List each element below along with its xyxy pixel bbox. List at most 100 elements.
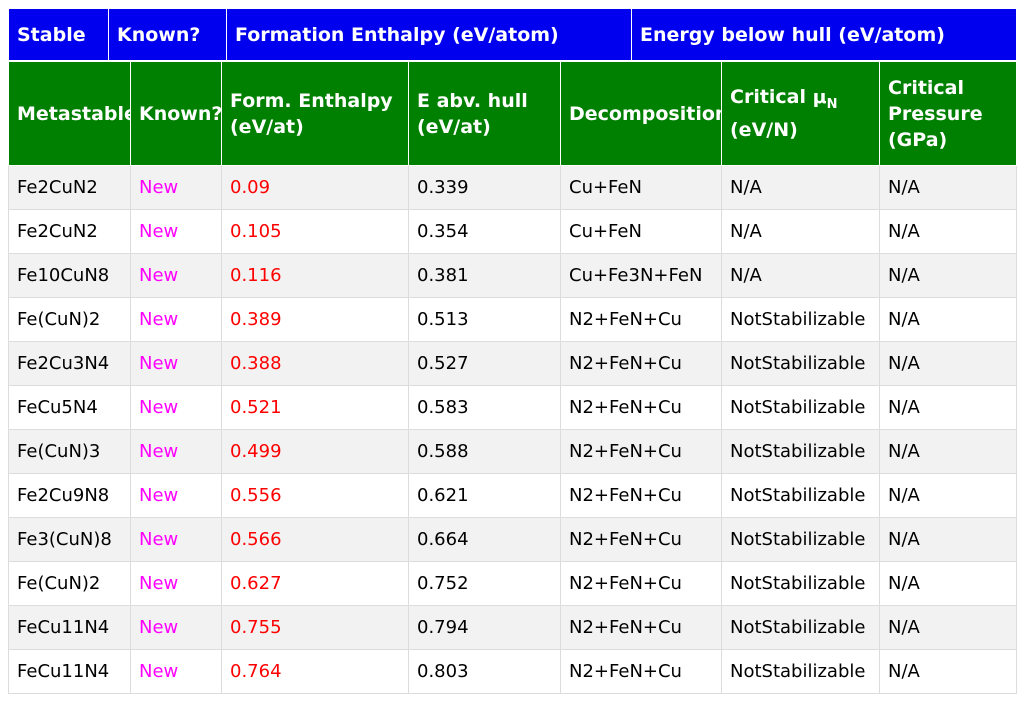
enthalpy-cell: 0.389	[221, 297, 409, 342]
materials-tables: Stable Known? Formation Enthalpy (eV/ato…	[8, 8, 1017, 694]
critical-mu-header-unit: (eV/N)	[730, 119, 798, 142]
known-cell: New	[130, 473, 222, 518]
decomposition-cell: N2+FeN+Cu	[560, 429, 722, 474]
hull-cell: 0.752	[408, 561, 561, 606]
e-abv-hull-header-line2: (eV/at)	[417, 115, 491, 138]
enthalpy-cell: 0.388	[221, 341, 409, 386]
hull-cell: 0.339	[408, 165, 561, 210]
hull-cell: 0.794	[408, 605, 561, 650]
hull-cell: 0.803	[408, 649, 561, 694]
e-abv-hull-column-header: E abv. hull (eV/at)	[408, 61, 561, 166]
table-row: Fe(CuN)2 New 0.389 0.513 N2+FeN+Cu NotSt…	[8, 297, 1017, 342]
stable-column-header: Stable	[8, 8, 109, 61]
critical-mu-column-header: Critical μN (eV/N)	[721, 61, 880, 166]
table-row: Fe10CuN8 New 0.116 0.381 Cu+Fe3N+FeN N/A…	[8, 253, 1017, 298]
decomposition-cell: N2+FeN+Cu	[560, 561, 722, 606]
table-row: Fe2Cu9N8 New 0.556 0.621 N2+FeN+Cu NotSt…	[8, 473, 1017, 518]
energy-below-hull-column-header: Energy below hull (eV/atom)	[631, 8, 1017, 61]
critical-pressure-cell: N/A	[879, 649, 1017, 694]
hull-cell: 0.381	[408, 253, 561, 298]
known-cell: New	[130, 429, 222, 474]
table-row: Fe2Cu3N4 New 0.388 0.527 N2+FeN+Cu NotSt…	[8, 341, 1017, 386]
stable-header-row: Stable Known? Formation Enthalpy (eV/ato…	[8, 8, 1017, 61]
critical-pressure-cell: N/A	[879, 385, 1017, 430]
known-cell: New	[130, 385, 222, 430]
formation-enthalpy-column-header: Formation Enthalpy (eV/atom)	[226, 8, 632, 61]
table-row: Fe(CuN)3 New 0.499 0.588 N2+FeN+Cu NotSt…	[8, 429, 1017, 474]
critical-pressure-cell: N/A	[879, 253, 1017, 298]
decomposition-cell: N2+FeN+Cu	[560, 605, 722, 650]
hull-cell: 0.354	[408, 209, 561, 254]
critical-mu-cell: NotStabilizable	[721, 385, 880, 430]
critical-mu-cell: NotStabilizable	[721, 605, 880, 650]
enthalpy-cell: 0.09	[221, 165, 409, 210]
enthalpy-cell: 0.116	[221, 253, 409, 298]
critical-pressure-cell: N/A	[879, 429, 1017, 474]
decomposition-cell: Cu+FeN	[560, 209, 722, 254]
known-cell: New	[130, 649, 222, 694]
enthalpy-cell: 0.105	[221, 209, 409, 254]
decomposition-cell: N2+FeN+Cu	[560, 649, 722, 694]
hull-cell: 0.621	[408, 473, 561, 518]
critical-mu-cell: N/A	[721, 253, 880, 298]
critical-pressure-cell: N/A	[879, 297, 1017, 342]
hull-cell: 0.664	[408, 517, 561, 562]
decomposition-cell: N2+FeN+Cu	[560, 341, 722, 386]
form-enthalpy-header-line2: (eV/at)	[230, 115, 304, 138]
compound-cell: FeCu11N4	[8, 649, 131, 694]
critical-mu-cell: NotStabilizable	[721, 297, 880, 342]
critical-mu-cell: NotStabilizable	[721, 517, 880, 562]
compound-cell: Fe2CuN2	[8, 209, 131, 254]
critical-pressure-cell: N/A	[879, 561, 1017, 606]
critical-mu-cell: NotStabilizable	[721, 561, 880, 606]
known-cell: New	[130, 209, 222, 254]
decomposition-column-header: Decomposition	[560, 61, 722, 166]
compound-cell: Fe(CuN)2	[8, 561, 131, 606]
known-cell: New	[130, 165, 222, 210]
critical-mu-header-prefix: Critical μ	[730, 85, 827, 108]
critical-pressure-column-header: Critical Pressure (GPa)	[879, 61, 1017, 166]
known-cell: New	[130, 297, 222, 342]
critical-mu-cell: NotStabilizable	[721, 473, 880, 518]
hull-cell: 0.513	[408, 297, 561, 342]
known-cell: New	[130, 341, 222, 386]
metastable-header-row: Metastable Known? Form. Enthalpy (eV/at) …	[8, 61, 1017, 166]
critical-pressure-cell: N/A	[879, 209, 1017, 254]
critical-mu-cell: NotStabilizable	[721, 429, 880, 474]
critical-pressure-cell: N/A	[879, 605, 1017, 650]
table-row: FeCu5N4 New 0.521 0.583 N2+FeN+Cu NotSta…	[8, 385, 1017, 430]
enthalpy-cell: 0.627	[221, 561, 409, 606]
known-cell: New	[130, 605, 222, 650]
stable-compounds-table: Stable Known? Formation Enthalpy (eV/ato…	[8, 8, 1017, 61]
form-enthalpy-column-header: Form. Enthalpy (eV/at)	[221, 61, 409, 166]
critical-pressure-cell: N/A	[879, 517, 1017, 562]
decomposition-cell: N2+FeN+Cu	[560, 385, 722, 430]
compound-cell: Fe10CuN8	[8, 253, 131, 298]
hull-cell: 0.588	[408, 429, 561, 474]
table-row: FeCu11N4 New 0.755 0.794 N2+FeN+Cu NotSt…	[8, 605, 1017, 650]
e-abv-hull-header-line1: E abv. hull	[417, 89, 528, 112]
compound-cell: Fe(CuN)2	[8, 297, 131, 342]
decomposition-cell: Cu+Fe3N+FeN	[560, 253, 722, 298]
metastable-column-header: Metastable	[8, 61, 131, 166]
critical-pressure-cell: N/A	[879, 473, 1017, 518]
compound-cell: Fe(CuN)3	[8, 429, 131, 474]
critical-pressure-header-line1: Critical	[888, 76, 965, 99]
known-cell: New	[130, 517, 222, 562]
compound-cell: FeCu5N4	[8, 385, 131, 430]
known-cell: New	[130, 561, 222, 606]
decomposition-cell: N2+FeN+Cu	[560, 517, 722, 562]
table-row: FeCu11N4 New 0.764 0.803 N2+FeN+Cu NotSt…	[8, 649, 1017, 694]
table-row: Fe3(CuN)8 New 0.566 0.664 N2+FeN+Cu NotS…	[8, 517, 1017, 562]
table-row: Fe2CuN2 New 0.105 0.354 Cu+FeN N/A N/A	[8, 209, 1017, 254]
critical-mu-cell: NotStabilizable	[721, 341, 880, 386]
critical-mu-cell: NotStabilizable	[721, 649, 880, 694]
decomposition-cell: Cu+FeN	[560, 165, 722, 210]
known-column-header: Known?	[108, 8, 227, 61]
enthalpy-cell: 0.556	[221, 473, 409, 518]
compound-cell: Fe2Cu9N8	[8, 473, 131, 518]
decomposition-cell: N2+FeN+Cu	[560, 473, 722, 518]
compound-cell: FeCu11N4	[8, 605, 131, 650]
hull-cell: 0.583	[408, 385, 561, 430]
table-row: Fe(CuN)2 New 0.627 0.752 N2+FeN+Cu NotSt…	[8, 561, 1017, 606]
